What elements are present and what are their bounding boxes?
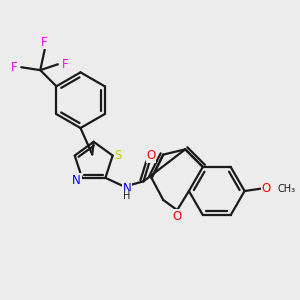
Text: H: H	[123, 191, 130, 201]
Text: CH₃: CH₃	[278, 184, 296, 194]
Text: N: N	[72, 174, 81, 187]
Text: O: O	[146, 149, 155, 162]
Text: F: F	[41, 36, 48, 49]
Text: N: N	[122, 182, 131, 196]
Text: O: O	[261, 182, 271, 195]
Text: O: O	[172, 210, 181, 223]
Text: F: F	[11, 61, 17, 74]
Text: F: F	[62, 58, 68, 71]
Text: S: S	[114, 149, 122, 162]
